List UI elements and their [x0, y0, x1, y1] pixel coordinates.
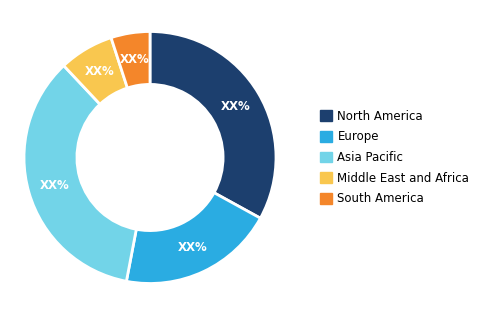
Text: XX%: XX% [40, 179, 70, 192]
Wedge shape [150, 32, 276, 218]
Text: XX%: XX% [84, 65, 114, 78]
Text: XX%: XX% [120, 53, 150, 66]
Text: XX%: XX% [221, 100, 250, 113]
Wedge shape [126, 193, 260, 284]
Wedge shape [111, 32, 150, 88]
Wedge shape [64, 38, 128, 104]
Legend: North America, Europe, Asia Pacific, Middle East and Africa, South America: North America, Europe, Asia Pacific, Mid… [320, 110, 470, 205]
Text: XX%: XX% [178, 241, 208, 254]
Wedge shape [24, 66, 136, 281]
